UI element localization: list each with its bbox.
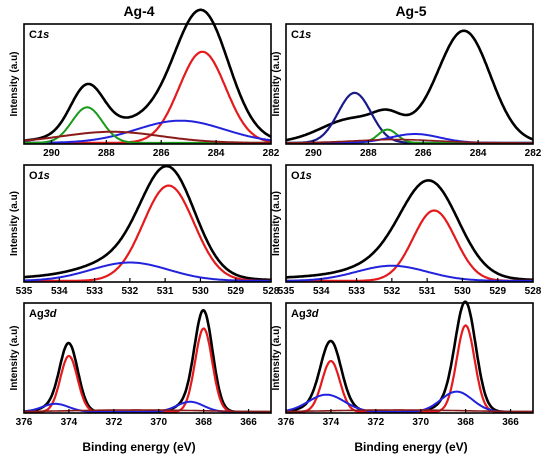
series-line-3 <box>286 409 533 413</box>
panel-label: C1s <box>291 29 311 41</box>
series-line-1 <box>285 91 534 144</box>
y-axis-label: Intensity (a.u) <box>9 51 20 116</box>
panel-ag3d-ag5: 376 374 372 370 368 366 Intensity (a.u) Ag3d <box>271 300 534 428</box>
panel-label-orbital: 3d <box>44 308 57 320</box>
panel-label-element: O <box>291 170 300 182</box>
x-tick-label: 535 <box>278 286 295 297</box>
column-title-ag5: Ag-5 <box>395 3 426 19</box>
panel-o1s-ag4: 535 534 533 532 531 530 529 528 Intensity (a.u) O… <box>9 164 280 297</box>
x-axis-label-right: Binding energy (eV) <box>354 440 467 454</box>
x-tick-label: 374 <box>323 417 340 428</box>
x-tick-label: 288 <box>98 148 115 159</box>
x-tick-label: 286 <box>415 148 432 159</box>
y-axis-label: Intensity (a.u) <box>271 51 282 116</box>
panel-label: Ag3d <box>29 308 57 320</box>
x-tick-label: 529 <box>227 286 244 297</box>
x-tick-label: 372 <box>367 417 384 428</box>
panel-label-element: Ag <box>291 308 306 320</box>
panel-label-orbital: 3d <box>306 308 319 320</box>
series-line-3 <box>24 409 271 413</box>
series-line-1 <box>23 50 272 144</box>
panel-o1s-ag5: 535 534 533 532 531 530 529 528 Intensity (a.u) O… <box>271 164 542 297</box>
series-line-0 <box>285 29 534 142</box>
x-tick-label: 368 <box>195 417 212 428</box>
x-tick-label: 532 <box>384 286 401 297</box>
plot-frame <box>285 23 534 145</box>
panel-label-element: C <box>29 29 37 41</box>
y-axis-label: Intensity (a.u) <box>271 191 282 256</box>
x-tick-label: 535 <box>16 286 33 297</box>
panel-label: Ag3d <box>291 308 319 320</box>
x-tick-label: 376 <box>278 417 295 428</box>
series-line-1 <box>285 209 534 282</box>
y-axis-label: Intensity (a.u) <box>9 325 20 390</box>
x-tick-label: 372 <box>105 417 122 428</box>
series-line-1 <box>23 327 272 414</box>
plot-frame <box>285 164 534 283</box>
series-line-2 <box>23 119 272 144</box>
x-tick-label: 533 <box>86 286 103 297</box>
x-tick-label: 284 <box>470 148 487 159</box>
series-line-4 <box>23 130 272 144</box>
x-tick-label: 366 <box>502 417 519 428</box>
x-tick-label: 290 <box>43 148 60 159</box>
panel-label-element: O <box>29 170 38 182</box>
x-axis-label-left: Binding energy (eV) <box>82 440 195 454</box>
x-tick-label: 534 <box>313 286 330 297</box>
x-tick-label: 284 <box>208 148 225 159</box>
plot-frame <box>23 164 272 283</box>
panel-label-orbital: 1s <box>299 29 311 41</box>
panel-label-element: Ag <box>29 308 44 320</box>
panel-label-orbital: 1s <box>38 170 50 182</box>
series-line-2 <box>23 261 272 282</box>
x-tick-label: 528 <box>525 286 542 297</box>
panel-label: O1s <box>291 170 312 182</box>
series-line-4 <box>286 138 533 144</box>
plot-frame <box>23 302 272 414</box>
panel-label-element: C <box>291 29 299 41</box>
x-tick-label: 282 <box>525 148 542 159</box>
x-tick-label: 370 <box>150 417 167 428</box>
x-tick-label: 288 <box>360 148 377 159</box>
series-line-2 <box>285 264 534 282</box>
x-tick-label: 532 <box>122 286 139 297</box>
series-line-0 <box>285 179 534 282</box>
panel-c1s-ag5: 290 288 286 284 282 Intensity (a.u) C1s <box>271 23 542 159</box>
x-tick-label: 530 <box>454 286 471 297</box>
x-tick-label: 374 <box>61 417 78 428</box>
x-tick-label: 282 <box>263 148 280 159</box>
x-tick-label: 368 <box>457 417 474 428</box>
x-tick-label: 376 <box>16 417 33 428</box>
series-line-0 <box>23 8 272 142</box>
series-line-1 <box>23 184 272 282</box>
x-tick-label: 286 <box>153 148 170 159</box>
panel-c1s-ag4: 290 288 286 284 282 Intensity (a.u) C1s <box>9 8 280 159</box>
plot-frame <box>23 23 272 145</box>
x-tick-label: 366 <box>240 417 257 428</box>
series-line-1 <box>285 324 534 414</box>
x-tick-label: 530 <box>192 286 209 297</box>
x-tick-label: 529 <box>489 286 506 297</box>
panel-ag3d-ag4: 376 374 372 370 368 366 Intensity (a.u) Ag3d <box>9 302 272 428</box>
plot-frame <box>285 302 534 414</box>
y-axis-label: Intensity (a.u) <box>9 191 20 256</box>
y-axis-label: Intensity (a.u) <box>271 325 282 390</box>
series-line-0 <box>23 164 272 282</box>
series-line-0 <box>23 308 272 414</box>
panel-label-orbital: 1s <box>37 29 49 41</box>
x-tick-label: 533 <box>348 286 365 297</box>
x-tick-label: 290 <box>305 148 322 159</box>
column-title-ag4: Ag-4 <box>123 3 154 19</box>
series-line-2 <box>285 390 534 413</box>
x-tick-label: 370 <box>412 417 429 428</box>
panel-label: O1s <box>29 170 50 182</box>
x-tick-label: 528 <box>263 286 280 297</box>
panel-label-orbital: 1s <box>300 170 312 182</box>
x-tick-label: 531 <box>157 286 174 297</box>
x-tick-label: 534 <box>51 286 68 297</box>
x-tick-label: 531 <box>419 286 436 297</box>
panel-label: C1s <box>29 29 49 41</box>
